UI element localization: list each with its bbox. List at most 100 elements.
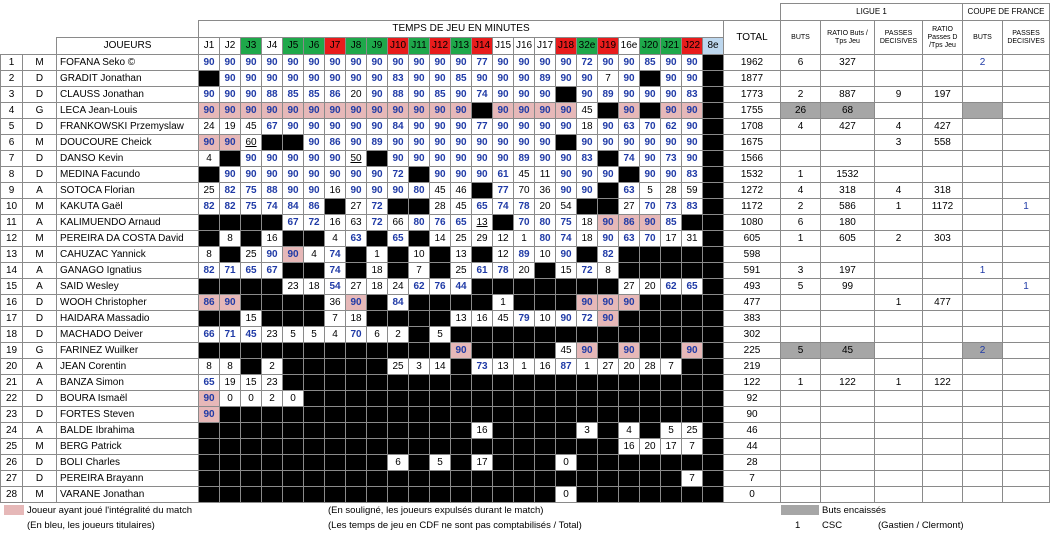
buts-cell: 3: [780, 262, 821, 279]
player-name: PEREIRA Brayann: [56, 470, 199, 487]
match-header: J1: [198, 37, 220, 55]
minutes-cell: [198, 278, 220, 295]
minutes-cell: [345, 342, 367, 359]
minutes-cell: 90: [261, 166, 283, 183]
minutes-cell: [702, 262, 724, 279]
minutes-cell: 90: [618, 86, 640, 103]
minutes-cell: [702, 326, 724, 343]
ratio-buts-cell: [820, 310, 875, 327]
minutes-cell: 89: [513, 246, 535, 263]
cdf-passes-cell: [1002, 406, 1050, 423]
minutes-cell: 84: [282, 198, 304, 215]
minutes-cell: 25: [198, 182, 220, 199]
buts-cell: 1: [780, 166, 821, 183]
minutes-cell: 90: [219, 134, 241, 151]
minutes-cell: 90: [282, 70, 304, 87]
minutes-cell: [282, 374, 304, 391]
total-cell: 44: [723, 438, 781, 455]
minutes-cell: 13: [450, 310, 472, 327]
minutes-cell: [555, 134, 577, 151]
buts-cell: 2: [780, 86, 821, 103]
minutes-cell: [639, 262, 661, 279]
minutes-cell: 90: [282, 166, 304, 183]
ratio-passes-header: RATIO Passes D /Tps Jeu: [922, 20, 963, 55]
minutes-cell: 90: [345, 294, 367, 311]
minutes-cell: 23: [261, 326, 283, 343]
player-name: MEDINA Facundo: [56, 166, 199, 183]
minutes-cell: 90: [555, 118, 577, 135]
cdf-buts-cell: [962, 406, 1003, 423]
minutes-cell: [618, 262, 640, 279]
minutes-cell: [198, 214, 220, 231]
minutes-cell: [492, 390, 514, 407]
minutes-cell: 70: [639, 230, 661, 247]
minutes-cell: 90: [282, 118, 304, 135]
cdf-passes-cell: [1002, 326, 1050, 343]
minutes-cell: [534, 406, 556, 423]
ratio-passes-cell: [922, 486, 963, 503]
minutes-cell: [198, 422, 220, 439]
minutes-cell: 90: [660, 70, 682, 87]
minutes-cell: 13: [471, 214, 493, 231]
minutes-cell: 90: [303, 182, 325, 199]
minutes-cell: [345, 406, 367, 423]
passes-cell: [874, 70, 923, 87]
match-header: J21: [660, 37, 682, 55]
minutes-cell: 70: [345, 326, 367, 343]
minutes-cell: 90: [450, 118, 472, 135]
minutes-cell: [324, 470, 346, 487]
minutes-cell: 90: [534, 102, 556, 119]
minutes-cell: [219, 486, 241, 503]
minutes-cell: [534, 374, 556, 391]
minutes-cell: [576, 470, 598, 487]
minutes-cell: 70: [639, 118, 661, 135]
minutes-cell: [261, 470, 283, 487]
minutes-cell: 90: [345, 102, 367, 119]
total-header: TOTAL: [723, 20, 781, 55]
minutes-cell: 31: [681, 230, 703, 247]
minutes-cell: [282, 294, 304, 311]
ratio-buts-cell: [820, 454, 875, 471]
minutes-cell: [429, 310, 451, 327]
player-name: DOUCOURE Cheick: [56, 134, 199, 151]
minutes-cell: [555, 294, 577, 311]
minutes-cell: 45: [513, 166, 535, 183]
minutes-cell: 13: [450, 246, 472, 263]
minutes-cell: [555, 406, 577, 423]
minutes-cell: [219, 214, 241, 231]
ratio-buts-cell: 122: [820, 374, 875, 391]
minutes-cell: [597, 102, 619, 119]
minutes-cell: [639, 454, 661, 471]
minutes-cell: 71: [219, 262, 241, 279]
minutes-cell: 1: [513, 358, 535, 375]
minutes-cell: [702, 390, 724, 407]
passes-cell: 9: [874, 86, 923, 103]
minutes-cell: 74: [261, 198, 283, 215]
total-cell: 591: [723, 262, 781, 279]
ratio-passes-cell: [922, 262, 963, 279]
minutes-cell: [345, 246, 367, 263]
minutes-cell: [303, 454, 325, 471]
minutes-cell: 62: [660, 278, 682, 295]
ratio-passes-cell: [922, 278, 963, 295]
player-name: FARINEZ Wuilker: [56, 342, 199, 359]
minutes-cell: [408, 166, 430, 183]
match-header: J2: [219, 37, 241, 55]
player-number: 1: [0, 54, 23, 71]
player-number: 28: [0, 486, 23, 503]
match-header: J15: [492, 37, 514, 55]
match-header: J8: [345, 37, 367, 55]
table-row: 7 D DANSO Kevin 4 90 90 90 90 90 50 90 90 90 90 90 90 89…: [0, 150, 1050, 167]
minutes-cell: 90: [366, 102, 388, 119]
minutes-cell: [387, 374, 409, 391]
cdf-passes-cell: [1002, 374, 1050, 391]
ratio-passes-cell: [922, 438, 963, 455]
minutes-cell: [618, 326, 640, 343]
minutes-cell: 90: [639, 214, 661, 231]
minutes-cell: [429, 470, 451, 487]
ratio-passes-cell: [922, 454, 963, 471]
minutes-cell: 27: [345, 278, 367, 295]
minutes-cell: 20: [639, 438, 661, 455]
minutes-cell: 85: [639, 54, 661, 71]
minutes-cell: 85: [450, 70, 472, 87]
